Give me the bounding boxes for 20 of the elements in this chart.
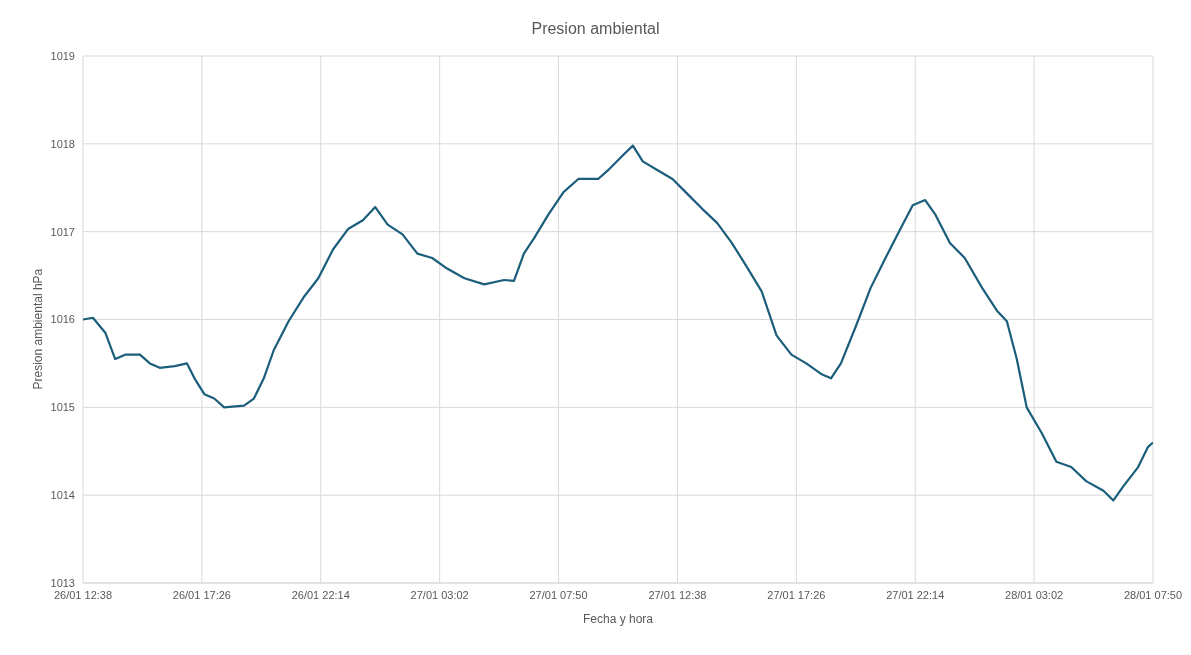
y-tick-label: 1019: [50, 49, 75, 62]
x-tick-label: 27/01 07:50: [529, 588, 588, 601]
x-tick-label: 26/01 22:14: [291, 588, 350, 601]
y-tick-label: 1017: [50, 225, 75, 238]
y-axis-title: Presion ambiental hPa: [31, 268, 46, 390]
x-axis-title: Fecha y hora: [582, 612, 654, 626]
chart-title: Presion ambiental: [530, 19, 661, 39]
x-tick-label: 26/01 12:38: [53, 588, 113, 601]
x-tick-label: 27/01 17:26: [767, 588, 826, 601]
y-tick-label: 1018: [50, 137, 75, 150]
x-tick-label: 26/01 17:26: [172, 588, 231, 601]
x-tick-label: 28/01 03:02: [1005, 588, 1064, 601]
y-tick-label: 1016: [50, 313, 75, 326]
y-tick-label: 1013: [50, 576, 75, 589]
x-tick-label: 28/01 07:50: [1123, 588, 1183, 601]
x-tick-label: 27/01 12:38: [648, 588, 707, 601]
y-tick-label: 1014: [50, 489, 75, 502]
x-tick-label: 27/01 22:14: [886, 588, 945, 601]
y-tick-label: 1015: [50, 401, 75, 414]
x-tick-label: 27/01 03:02: [410, 588, 469, 601]
